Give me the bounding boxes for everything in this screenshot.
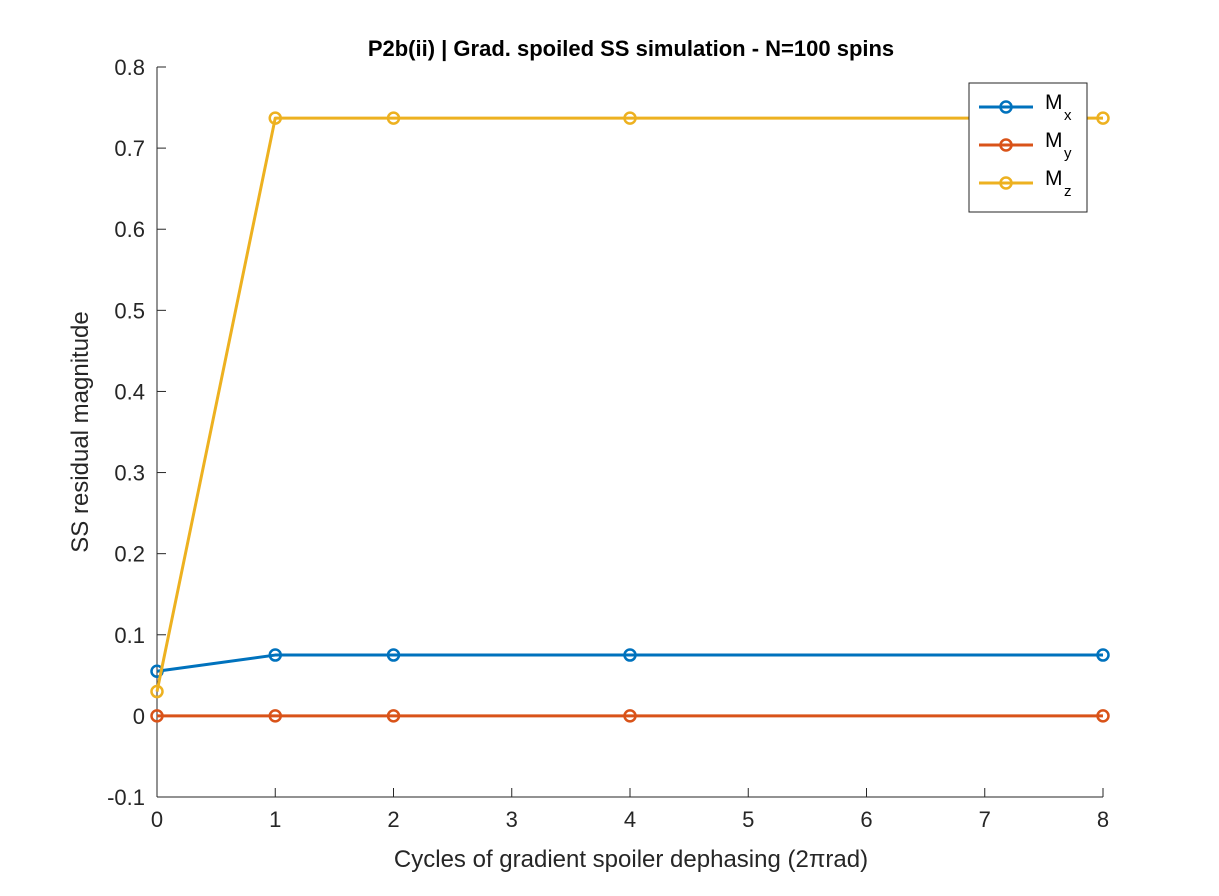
x-tick-label: 3 (506, 807, 518, 832)
y-tick-label: 0.2 (114, 542, 145, 567)
data-point-x (268, 648, 282, 662)
x-tick-label: 8 (1097, 807, 1109, 832)
x-tick-label: 2 (387, 807, 399, 832)
data-point-y (623, 709, 637, 723)
y-tick-label: 0.4 (114, 379, 145, 404)
data-point-x (623, 648, 637, 662)
series-line-z (155, 116, 1103, 692)
y-tick-label: 0.5 (114, 298, 145, 323)
legend-subscript-x: x (1064, 107, 1072, 124)
x-tick-label: 5 (742, 807, 754, 832)
x-tick-label: 4 (624, 807, 636, 832)
legend-label-z: M (1045, 167, 1063, 190)
data-point-z (150, 684, 164, 699)
legend-marker-y (999, 138, 1013, 152)
x-tick-label: 1 (269, 807, 281, 832)
data-point-y (268, 709, 282, 723)
y-tick-label: 0.1 (114, 623, 145, 648)
legend-label-x: M (1045, 91, 1063, 114)
x-tick-label: 6 (860, 807, 872, 832)
data-point-x (1096, 648, 1110, 662)
legend-marker-x (999, 100, 1013, 114)
series-layer (150, 111, 1110, 723)
legend-marker-z (999, 176, 1013, 190)
y-tick-label: 0.3 (114, 461, 145, 486)
y-axis-label: SS residual magnitude (67, 311, 94, 552)
x-tick-label: 7 (979, 807, 991, 832)
data-point-z (268, 111, 282, 125)
x-tick-label: 0 (151, 807, 163, 832)
y-tick-label: -0.1 (107, 785, 145, 810)
axes: 0 1 2 3 4 5 6 7 8-0.100.10.20.30.40.50.60.70.8 (107, 55, 1109, 832)
y-tick-label: 0.8 (114, 55, 145, 80)
legend-box (968, 82, 1088, 213)
data-point-y (1096, 709, 1110, 723)
legend-label-y: M (1045, 129, 1063, 152)
legend-subscript-z: z (1064, 183, 1072, 200)
data-point-y (386, 709, 401, 723)
data-point-x (386, 648, 401, 662)
data-point-y (150, 709, 164, 723)
x-axis-label: Cycles of gradient spoiler dephasing (2π… (394, 846, 868, 873)
chart-title: P2b(ii) | Grad. spoiled SS simulation - … (368, 36, 894, 61)
data-point-z (386, 111, 401, 125)
data-point-z (623, 111, 637, 125)
data-point-z (1096, 111, 1110, 125)
legend-subscript-y: y (1064, 145, 1072, 162)
y-tick-label: 0 (133, 704, 145, 729)
y-tick-label: 0.7 (114, 136, 145, 161)
y-tick-label: 0.6 (114, 217, 145, 242)
series-line-x (156, 653, 1103, 673)
